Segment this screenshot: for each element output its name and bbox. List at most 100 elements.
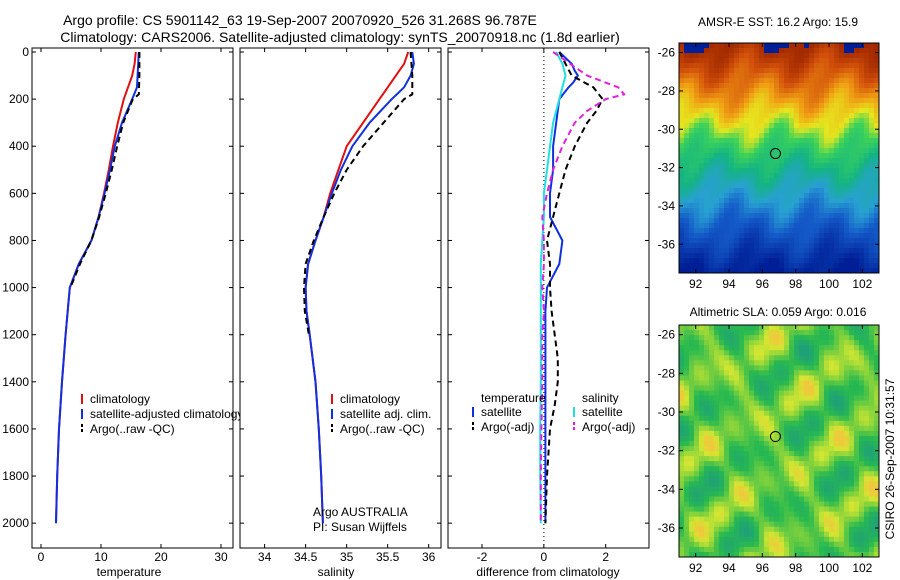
map-cell bbox=[724, 451, 730, 457]
map-cell bbox=[844, 350, 850, 356]
map-cell bbox=[684, 435, 690, 442]
map-cell bbox=[749, 395, 755, 402]
map-cell bbox=[704, 410, 710, 417]
map-cell bbox=[684, 188, 690, 194]
map-cell bbox=[729, 446, 735, 452]
map-cell bbox=[679, 238, 685, 244]
map-cell bbox=[719, 143, 725, 149]
map-cell bbox=[749, 43, 755, 49]
map-cell bbox=[694, 385, 700, 392]
map-cell bbox=[699, 68, 705, 74]
map-cell bbox=[814, 48, 820, 54]
map-cell bbox=[839, 390, 845, 397]
map-cell bbox=[829, 208, 835, 214]
map-cell bbox=[749, 138, 755, 144]
map-cell bbox=[864, 340, 870, 346]
map-cell bbox=[849, 73, 855, 79]
depth-tick-label: 1600 bbox=[2, 422, 29, 436]
map-cell bbox=[724, 446, 730, 452]
map-cell bbox=[864, 113, 870, 119]
map-cell bbox=[869, 405, 875, 412]
map-cell bbox=[769, 385, 775, 392]
map-cell bbox=[854, 228, 860, 234]
map-cell bbox=[784, 213, 790, 219]
map-cell bbox=[859, 481, 865, 487]
map-cell bbox=[784, 238, 790, 244]
map-cell bbox=[794, 138, 800, 144]
map-cell bbox=[859, 400, 865, 407]
map-cell bbox=[844, 233, 850, 239]
map-cell bbox=[689, 178, 695, 184]
map-cell bbox=[849, 238, 855, 244]
map-cell bbox=[799, 345, 805, 351]
map-cell bbox=[829, 178, 835, 184]
map-cell bbox=[819, 208, 825, 214]
map-cell bbox=[804, 233, 810, 239]
map-cell bbox=[709, 405, 715, 412]
map-cell bbox=[684, 511, 690, 518]
sst-map-field bbox=[679, 43, 879, 273]
map-cell bbox=[829, 501, 835, 508]
map-cell bbox=[739, 355, 745, 361]
difference-xlabel: difference from climatology bbox=[476, 565, 619, 579]
map-cell bbox=[854, 68, 860, 74]
map-cell bbox=[849, 183, 855, 189]
map-cell bbox=[799, 88, 805, 94]
temperature-xlabel: temperature bbox=[97, 565, 162, 579]
map-cell bbox=[799, 53, 805, 59]
map-cell bbox=[754, 173, 760, 179]
map-cell bbox=[694, 345, 700, 351]
map-cell bbox=[834, 63, 840, 69]
map-cell bbox=[714, 158, 720, 164]
map-cell bbox=[799, 73, 805, 79]
map-cell bbox=[734, 410, 740, 417]
map-cell bbox=[709, 521, 715, 528]
map-cell bbox=[869, 193, 875, 199]
map-cell bbox=[824, 248, 830, 254]
map-cell bbox=[719, 138, 725, 144]
map-cell bbox=[769, 108, 775, 114]
map-cell bbox=[849, 253, 855, 259]
map-cell bbox=[719, 340, 725, 346]
map-cell bbox=[754, 78, 760, 84]
map-cell bbox=[759, 521, 765, 528]
map-cell bbox=[839, 546, 845, 553]
map-cell bbox=[799, 395, 805, 402]
map-cell bbox=[694, 208, 700, 214]
map-cell bbox=[864, 511, 870, 518]
map-cell bbox=[819, 243, 825, 249]
map-cell bbox=[834, 118, 840, 124]
map-cell bbox=[694, 93, 700, 99]
map-cell bbox=[789, 98, 795, 104]
map-cell bbox=[869, 511, 875, 518]
map-cell bbox=[709, 248, 715, 254]
map-cell bbox=[759, 325, 765, 331]
map-cell bbox=[709, 173, 715, 179]
map-cell bbox=[764, 410, 770, 417]
map-cell bbox=[869, 491, 875, 498]
map-cell bbox=[859, 48, 865, 54]
map-cell bbox=[839, 330, 845, 336]
map-cell bbox=[839, 521, 845, 528]
map-cell bbox=[729, 531, 735, 538]
map-cell bbox=[684, 218, 690, 224]
map-cell bbox=[754, 446, 760, 452]
map-cell bbox=[679, 118, 685, 124]
map-cell bbox=[854, 446, 860, 452]
map-cell bbox=[809, 466, 815, 472]
map-cell bbox=[714, 113, 720, 119]
map-cell bbox=[804, 476, 810, 482]
map-cell bbox=[739, 390, 745, 397]
map-cell bbox=[689, 335, 695, 341]
map-cell bbox=[724, 188, 730, 194]
map-cell bbox=[769, 98, 775, 104]
map-cell bbox=[764, 128, 770, 134]
map-cell bbox=[764, 243, 770, 249]
map-cell bbox=[754, 258, 760, 264]
map-cell bbox=[729, 78, 735, 84]
map-cell bbox=[829, 420, 835, 427]
map-cell bbox=[804, 93, 810, 99]
map-cell bbox=[854, 481, 860, 487]
map-cell bbox=[724, 546, 730, 553]
map-cell bbox=[759, 158, 765, 164]
